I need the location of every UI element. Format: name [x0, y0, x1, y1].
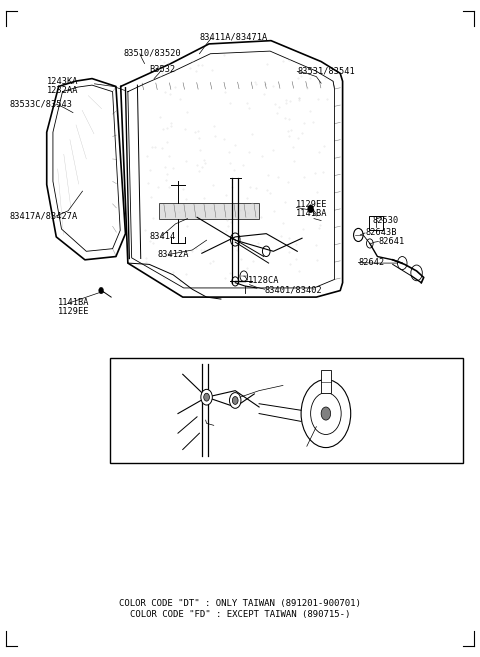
Text: 83414: 83414 [149, 232, 176, 240]
Text: 83510/83520: 83510/83520 [123, 49, 181, 58]
Text: 82530: 82530 [372, 216, 399, 225]
Text: 83412A: 83412A [158, 250, 190, 259]
Text: 1232AA: 1232AA [47, 86, 78, 95]
Text: 1243KA: 1243KA [47, 78, 78, 86]
Text: 82641: 82641 [378, 237, 405, 246]
Text: 82642: 82642 [359, 258, 384, 267]
Bar [159, 203, 259, 219]
Text: 82643B: 82643B [365, 229, 396, 237]
Bar [321, 370, 331, 393]
Text: COLOR CODE "DT" : ONLY TAIWAN (891201-900701): COLOR CODE "DT" : ONLY TAIWAN (891201-90… [119, 599, 361, 608]
Circle shape [240, 271, 248, 281]
Circle shape [99, 287, 104, 294]
Text: 83531/83541: 83531/83541 [297, 67, 355, 76]
Text: COLOR CODE "FD" : EXCEPT TAIWAN (890715-): COLOR CODE "FD" : EXCEPT TAIWAN (890715-… [130, 610, 350, 619]
Text: POWER WINDOW: POWER WINDOW [128, 365, 197, 374]
Circle shape [232, 397, 238, 405]
Text: 1141BA: 1141BA [296, 209, 328, 218]
Circle shape [366, 239, 373, 248]
Circle shape [321, 407, 331, 420]
Circle shape [229, 393, 241, 408]
Text: 83401/83402: 83401/83402 [265, 285, 323, 294]
Text: 1129EE: 1129EE [58, 307, 89, 316]
Bar [110, 358, 463, 463]
Text: 83417A/83427A: 83417A/83427A [10, 212, 78, 221]
Text: 98810B/98820B: 98810B/98820B [273, 443, 341, 452]
Bar [369, 216, 383, 231]
Circle shape [204, 394, 209, 401]
Circle shape [308, 205, 313, 213]
Text: 1128CA: 1128CA [248, 276, 279, 285]
Circle shape [201, 390, 212, 405]
Text: 83533C/83543: 83533C/83543 [10, 100, 73, 108]
Text: 83403/83404: 83403/83404 [283, 381, 341, 390]
Text: 1129EE: 1129EE [296, 200, 328, 210]
Text: 1231FC: 1231FC [209, 422, 240, 430]
Text: B3532: B3532 [149, 65, 176, 74]
Text: 1141BA: 1141BA [58, 298, 89, 307]
Text: 83411A/83471A: 83411A/83471A [199, 32, 268, 41]
